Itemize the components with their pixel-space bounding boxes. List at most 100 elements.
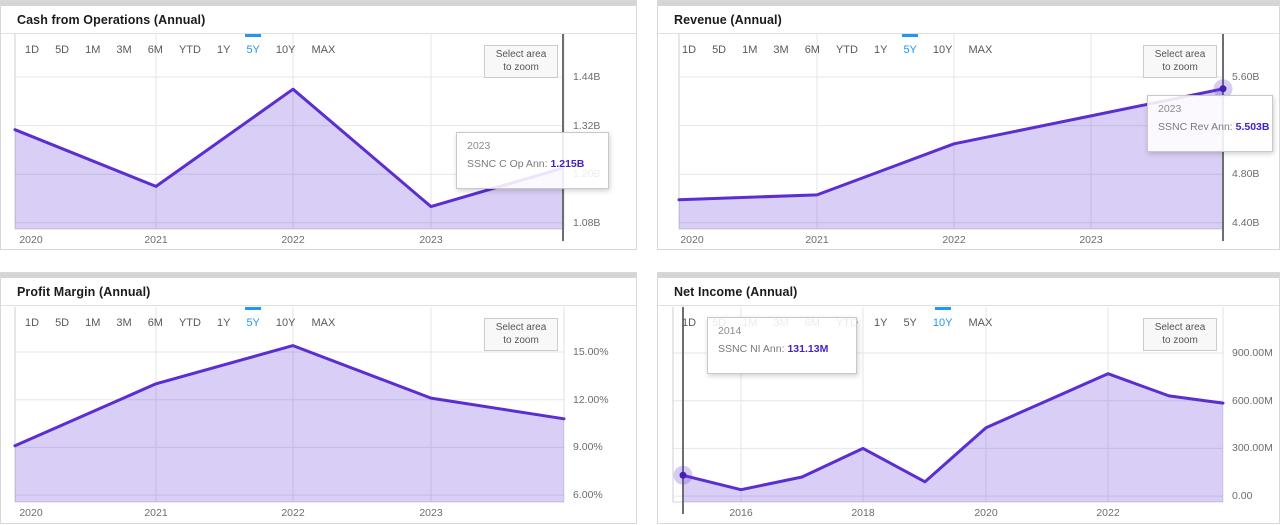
range-selector: 1D 5D 1M 3M 6M YTD 1Y 5Y 10Y MAX [682, 44, 992, 56]
card-top-strip [658, 273, 1279, 278]
y-axis-label: 600.00M [1232, 395, 1273, 407]
range-button-6m[interactable]: 6M [147, 317, 163, 329]
range-button-1y[interactable]: 1Y [873, 317, 888, 329]
selected-range-indicator [935, 307, 951, 310]
y-axis-label: 9.00% [573, 441, 603, 453]
x-axis-label: 2020 [19, 507, 43, 519]
y-axis-label: 1.08B [573, 217, 601, 229]
revenue-panel: Revenue (Annual) 1D 5D 1M 3M 6M YTD 1Y 5Y 10Y MAX S… [657, 0, 1280, 250]
range-button-max[interactable]: MAX [311, 317, 336, 329]
range-button-max[interactable]: MAX [968, 44, 993, 56]
range-button-1y[interactable]: 1Y [216, 44, 231, 56]
range-button-1m[interactable]: 1M [85, 317, 101, 329]
range-button-1m[interactable]: 1M [742, 44, 758, 56]
y-axis-label: 900.00M [1232, 347, 1273, 359]
range-button-5d[interactable]: 5D [55, 44, 70, 56]
y-axis-label: 4.40B [1232, 217, 1260, 229]
tooltip-year: 2014 [718, 325, 742, 337]
panel-title: Revenue (Annual) [674, 12, 782, 27]
range-button-1d[interactable]: 1D [25, 317, 40, 329]
profit-margin-panel: Profit Margin (Annual) 1D 5D 1M 3M 6M YTD 1Y 5Y 1… [0, 272, 637, 524]
range-button-1y[interactable]: 1Y [873, 44, 888, 56]
range-button-1y[interactable]: 1Y [216, 317, 231, 329]
card-top-strip [658, 1, 1279, 6]
range-button-1d[interactable]: 1D [682, 44, 697, 56]
range-button-1m[interactable]: 1M [85, 44, 101, 56]
zoom-button-label-line2: to zoom [1162, 62, 1198, 73]
tooltip-year: 2023 [467, 140, 491, 152]
range-button-ytd[interactable]: YTD [178, 44, 201, 56]
tooltip-year: 2023 [1158, 103, 1182, 115]
x-axis-label: 2022 [281, 234, 305, 246]
x-axis-label: 2022 [1096, 507, 1120, 519]
panel-title-bar: Revenue (Annual) [658, 6, 1279, 34]
select-area-to-zoom-button[interactable]: Select area to zoom [484, 45, 558, 78]
zoom-button-label-line1: Select area [495, 49, 547, 60]
range-button-10y[interactable]: 10Y [275, 317, 296, 329]
range-button-10y[interactable]: 10Y [275, 44, 296, 56]
range-button-ytd[interactable]: YTD [835, 44, 858, 56]
tooltip-series-value: SSNC Rev Ann: 5.503B [1158, 121, 1269, 133]
range-button-ytd[interactable]: YTD [178, 317, 201, 329]
x-axis-label: 2023 [1079, 234, 1103, 246]
range-button-5y[interactable]: 5Y [246, 317, 260, 329]
y-axis-label: 15.00% [573, 346, 609, 358]
range-button-1d[interactable]: 1D [682, 317, 697, 329]
range-button-1d[interactable]: 1D [25, 44, 40, 56]
range-button-3m[interactable]: 3M [116, 44, 132, 56]
tooltip-value: 131.13M [787, 343, 829, 355]
range-button-3m[interactable]: 3M [773, 44, 789, 56]
x-axis-label: 2021 [144, 234, 168, 246]
x-axis-label: 2018 [851, 507, 875, 519]
panel-title-bar: Cash from Operations (Annual) [1, 6, 636, 34]
panel-title: Net Income (Annual) [674, 284, 798, 299]
range-selector: 1D 5D 1M 3M 6M YTD 1Y 5Y 10Y MAX [25, 317, 335, 329]
selected-range-indicator [244, 307, 261, 310]
x-axis-label: 2020 [19, 234, 43, 246]
tooltip-series-value: SSNC NI Ann: 131.13M [718, 343, 846, 355]
y-axis-label: 1.44B [573, 71, 601, 83]
x-axis-label: 2016 [729, 507, 753, 519]
range-button-3m[interactable]: 3M [116, 317, 132, 329]
tooltip-series-label: SSNC C Op Ann: [467, 158, 548, 170]
zoom-button-label-line1: Select area [1154, 49, 1206, 60]
x-axis-label: 2020 [680, 234, 704, 246]
tooltip-series-value: SSNC C Op Ann: 1.215B [467, 158, 598, 170]
selected-range-indicator [244, 34, 261, 37]
tooltip-series-label: SSNC NI Ann: [718, 343, 785, 355]
y-axis-label: 300.00M [1232, 442, 1273, 454]
chart-tooltip: 2023 SSNC Rev Ann: 5.503B [1147, 95, 1273, 152]
cash-from-operations-chart-plot[interactable] [1, 1, 638, 251]
x-axis-label: 2022 [942, 234, 966, 246]
net-income-chart-plot[interactable] [658, 273, 1280, 525]
range-button-5y[interactable]: 5Y [903, 317, 917, 329]
range-button-6m[interactable]: 6M [804, 44, 820, 56]
profit-margin-chart-plot[interactable] [1, 273, 638, 525]
selected-range-indicator [901, 34, 918, 37]
range-button-max[interactable]: MAX [968, 317, 993, 329]
card-top-strip [1, 273, 636, 278]
zoom-button-label-line2: to zoom [503, 335, 539, 346]
range-button-5y[interactable]: 5Y [246, 44, 260, 56]
range-button-5y[interactable]: 5Y [903, 44, 917, 56]
select-area-to-zoom-button[interactable]: Select area to zoom [1143, 318, 1217, 351]
select-area-to-zoom-button[interactable]: Select area to zoom [1143, 45, 1217, 78]
y-axis-label: 1.32B [573, 120, 601, 132]
range-button-10y[interactable]: 10Y [932, 317, 953, 329]
zoom-button-label-line1: Select area [1154, 322, 1206, 333]
range-button-5d[interactable]: 5D [712, 44, 727, 56]
x-axis-label: 2023 [419, 234, 443, 246]
zoom-button-label-line1: Select area [495, 322, 547, 333]
range-button-5d[interactable]: 5D [55, 317, 70, 329]
range-button-10y[interactable]: 10Y [932, 44, 953, 56]
range-button-6m[interactable]: 6M [147, 44, 163, 56]
range-button-max[interactable]: MAX [311, 44, 336, 56]
x-axis-label: 2021 [805, 234, 829, 246]
panel-title-bar: Net Income (Annual) [658, 278, 1279, 306]
revenue-chart-plot[interactable] [658, 1, 1280, 251]
x-axis-label: 2020 [974, 507, 998, 519]
panel-title: Profit Margin (Annual) [17, 284, 151, 299]
panel-title-bar: Profit Margin (Annual) [1, 278, 636, 306]
select-area-to-zoom-button[interactable]: Select area to zoom [484, 318, 558, 351]
tooltip-value: 1.215B [550, 158, 585, 170]
